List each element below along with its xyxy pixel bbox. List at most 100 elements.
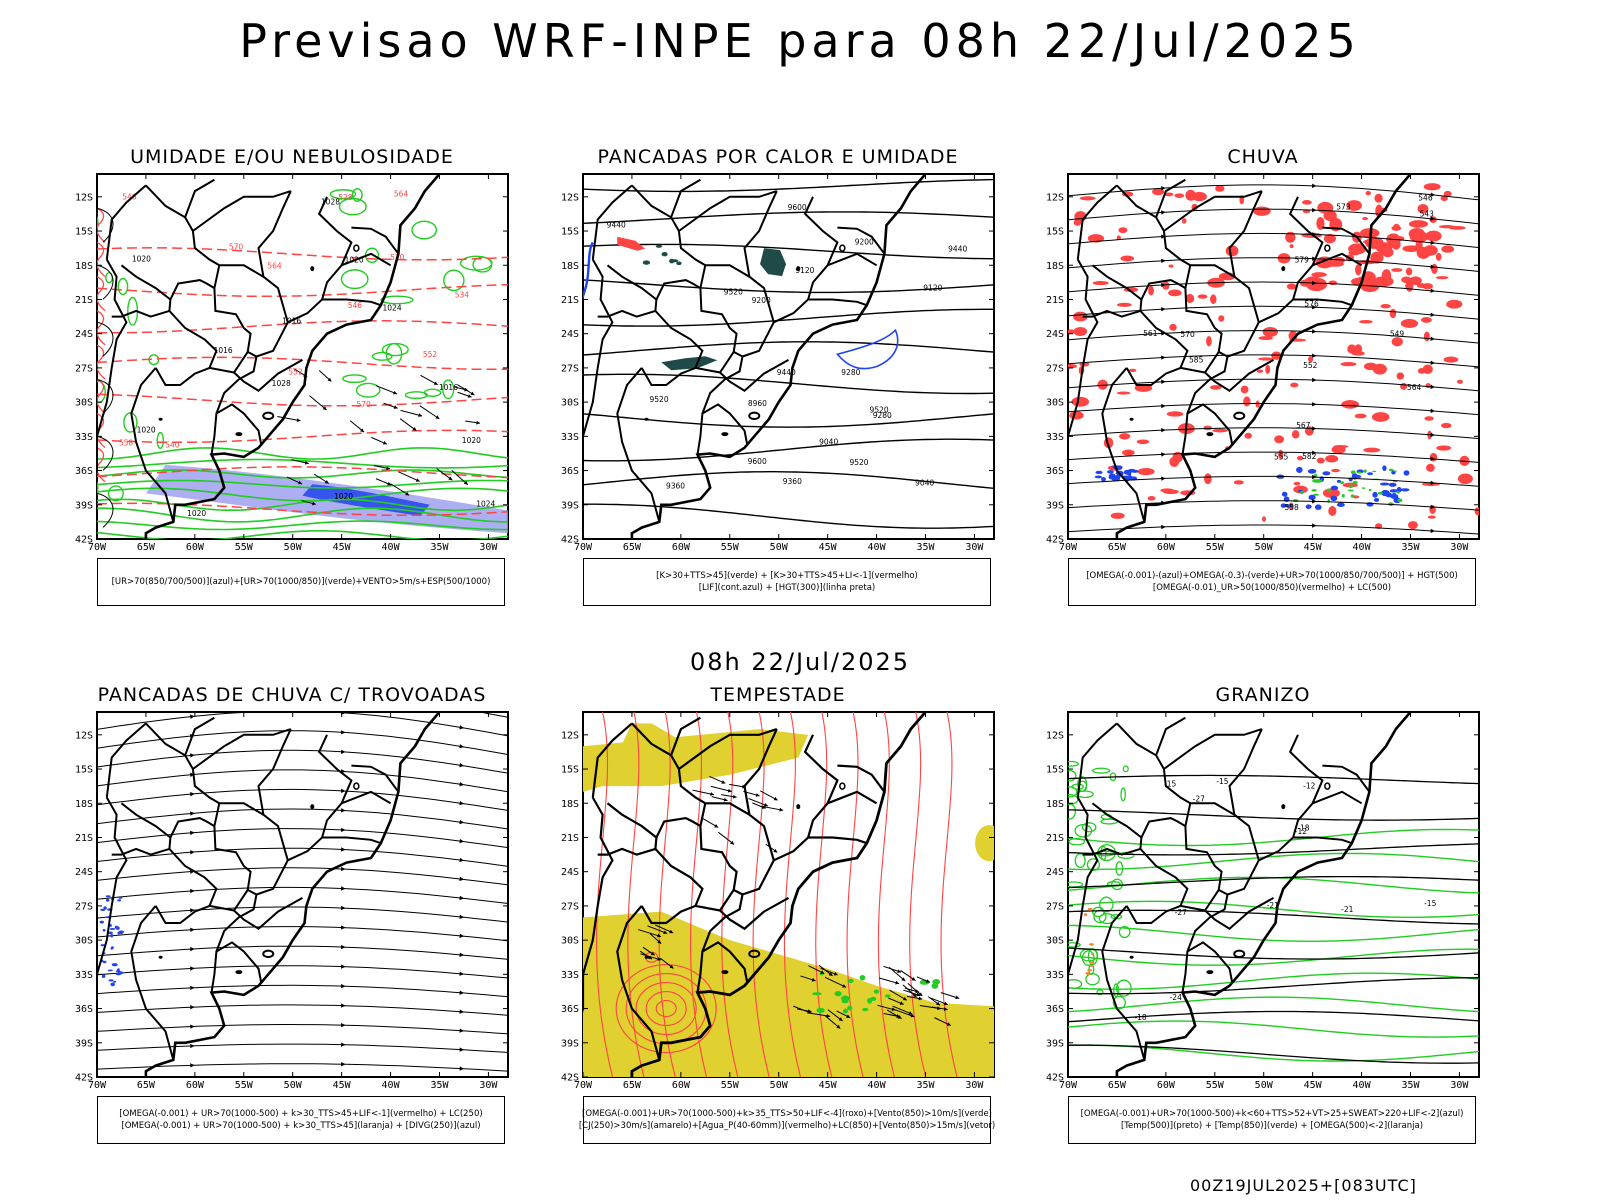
height-streamline bbox=[1068, 451, 1479, 463]
border-line bbox=[1091, 802, 1143, 839]
rain-area bbox=[1122, 449, 1135, 456]
omega-strong-area bbox=[1388, 468, 1394, 472]
pressure-contour bbox=[97, 492, 114, 528]
rain-area bbox=[1431, 263, 1438, 275]
layer-fields: 1020101610161016102010201020102410281028… bbox=[97, 187, 508, 539]
stream-arrow bbox=[459, 1066, 465, 1071]
rain-area bbox=[1389, 308, 1397, 319]
contour-label: -12 bbox=[1295, 827, 1307, 836]
stream-arrow bbox=[1430, 288, 1436, 293]
height-streamline bbox=[1068, 475, 1479, 487]
contour-label: 567 bbox=[1296, 421, 1311, 430]
legend-line: [UR>70(850/700/500)](azul)+[UR>70(1000/8… bbox=[111, 577, 491, 587]
border-line bbox=[1101, 367, 1146, 523]
lat-tick-label: 42S bbox=[1046, 1073, 1064, 1084]
stream-arrow bbox=[1430, 360, 1436, 365]
lif-contour bbox=[836, 328, 899, 370]
border-line bbox=[719, 896, 790, 931]
wind-streamline bbox=[846, 712, 864, 1077]
rain-area bbox=[1134, 384, 1153, 392]
lat-tick-label: 33S bbox=[75, 970, 93, 981]
lagoa-dos-patos bbox=[1233, 949, 1246, 959]
temp850-contour bbox=[1111, 878, 1124, 891]
wind-vector bbox=[710, 785, 732, 793]
rain-area bbox=[1374, 193, 1383, 203]
border-line bbox=[351, 226, 400, 255]
lat-tick-label: 24S bbox=[75, 867, 93, 878]
temp850-contour bbox=[1092, 767, 1111, 774]
lon-tick-label: 50W bbox=[1255, 542, 1274, 553]
omega-area bbox=[1089, 964, 1094, 967]
lake bbox=[721, 432, 729, 437]
stream-arrow bbox=[341, 905, 346, 911]
rain-area bbox=[1347, 344, 1357, 354]
stream-arrow bbox=[459, 1009, 465, 1014]
legend-line: [Temp(500)](preto) + [Temp(850)](verde) … bbox=[1120, 1121, 1424, 1131]
green-contour bbox=[97, 479, 508, 489]
wind-vector-head bbox=[418, 413, 423, 417]
border-line bbox=[105, 184, 147, 260]
wind-streamline bbox=[645, 991, 687, 1027]
legend-line: [OMEGA(-0.001)+UR>70(1000-500)+k>35_TTS>… bbox=[582, 1109, 992, 1119]
stream-arrow bbox=[190, 908, 195, 913]
omega-area bbox=[1089, 961, 1095, 965]
lat-tick-label: 42S bbox=[561, 1073, 579, 1084]
wind-vector bbox=[692, 789, 715, 796]
omega-strong-area bbox=[1352, 480, 1358, 485]
omega-area bbox=[1403, 470, 1410, 476]
omega-strong-area bbox=[1311, 489, 1317, 492]
omega-strong-area bbox=[1363, 469, 1367, 473]
stream-arrow bbox=[340, 788, 346, 794]
lon-tick-label: 35W bbox=[916, 1080, 935, 1091]
stream-arrow bbox=[1161, 452, 1166, 457]
pressure-contour bbox=[97, 378, 114, 414]
border-line bbox=[215, 889, 258, 952]
omega-area bbox=[1280, 503, 1287, 508]
contour-label: 549 bbox=[1390, 330, 1405, 339]
lake bbox=[839, 782, 846, 790]
omega-area bbox=[1388, 482, 1397, 487]
contour-label: 579 bbox=[1295, 256, 1310, 265]
temp850-contour bbox=[1074, 853, 1086, 869]
stream-arrow bbox=[459, 933, 465, 938]
lat-tick-label: 30S bbox=[561, 398, 579, 409]
wind-vector-head bbox=[943, 1001, 948, 1006]
temp500-contour bbox=[1068, 977, 1479, 995]
panel-chuva: CHUVA 585 582 579 576 573 570 567 564 561 558 555 5… bbox=[1033, 140, 1493, 620]
temp850-contour bbox=[1068, 942, 1081, 948]
contour-label: 9360 bbox=[783, 477, 802, 486]
lon-tick-label: 45W bbox=[333, 542, 352, 553]
lat-tick-label: 27S bbox=[561, 901, 579, 912]
rain-area bbox=[1340, 361, 1357, 367]
lon-tick-label: 35W bbox=[1401, 542, 1420, 553]
wind-vector-head bbox=[836, 1024, 841, 1029]
rain-area bbox=[1169, 456, 1180, 467]
border-line bbox=[210, 941, 263, 993]
lat-tick-label: 21S bbox=[561, 833, 579, 844]
border-line bbox=[640, 904, 696, 925]
plot-area bbox=[96, 711, 509, 1078]
rain-area bbox=[1417, 203, 1429, 214]
omega-strong-area bbox=[1393, 470, 1397, 472]
stream-arrow bbox=[1430, 192, 1436, 197]
wind-strong-area bbox=[816, 1007, 825, 1014]
rain-area bbox=[1168, 289, 1182, 297]
lon-tick-label: 45W bbox=[1304, 1080, 1323, 1091]
map-geography bbox=[97, 174, 441, 539]
contour-label: 576 bbox=[1304, 299, 1319, 308]
temp850-contour bbox=[1068, 1020, 1479, 1038]
lon-tick-label: 35W bbox=[1401, 1080, 1420, 1091]
height-contour bbox=[583, 308, 994, 327]
stream-arrow bbox=[341, 1062, 346, 1067]
stream-arrow bbox=[1431, 553, 1436, 557]
omega-area bbox=[1101, 476, 1106, 482]
border-line bbox=[640, 366, 696, 386]
wind-vector-head bbox=[842, 984, 847, 988]
rain-area bbox=[1293, 481, 1301, 486]
legend-line: [CJ(250)>30m/s](amarelo)+[Agua_P(40-60mm… bbox=[578, 1121, 996, 1131]
temp500-contour bbox=[1068, 1044, 1479, 1064]
wind-vector-head bbox=[669, 964, 674, 969]
stream-arrow bbox=[190, 966, 195, 971]
rain-area bbox=[1393, 223, 1400, 231]
lat-tick-label: 42S bbox=[561, 535, 579, 546]
